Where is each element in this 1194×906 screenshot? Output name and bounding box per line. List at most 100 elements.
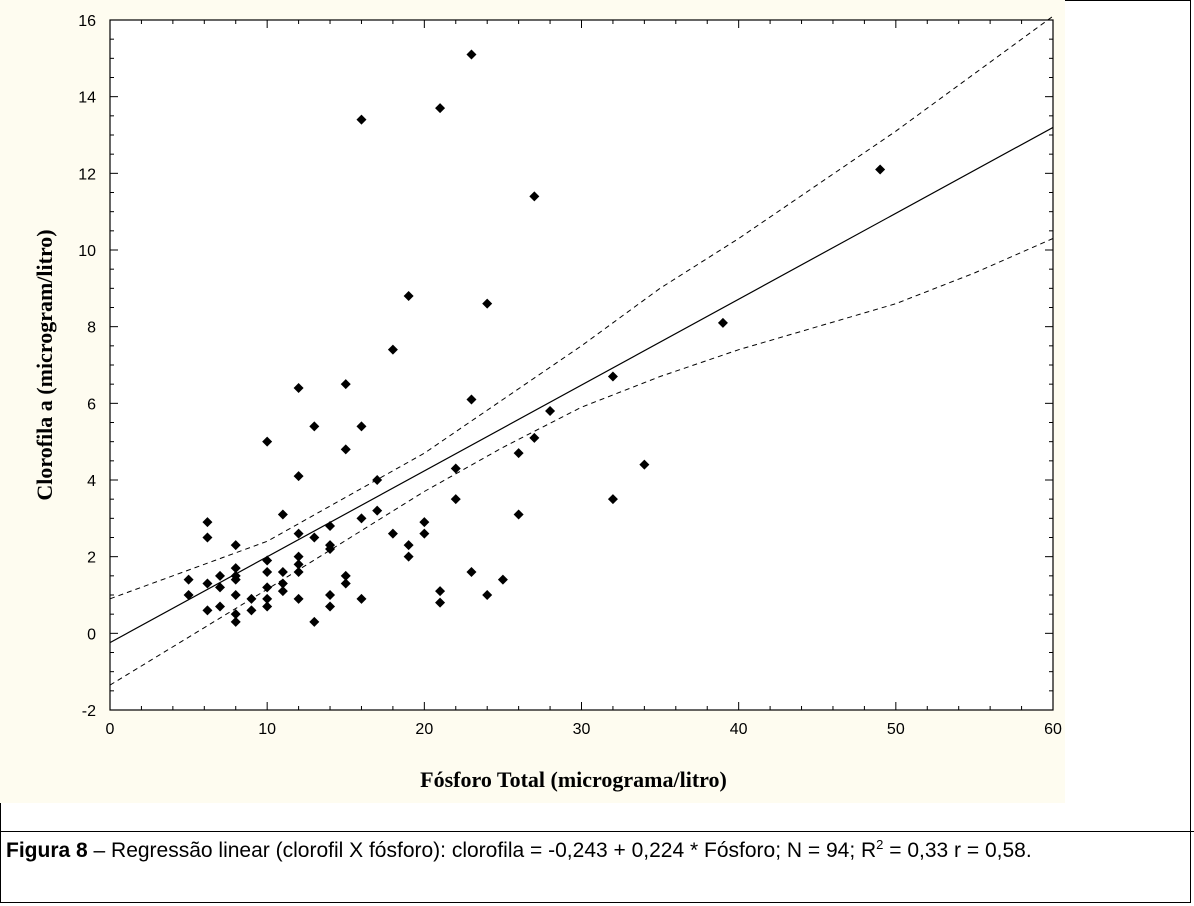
data-point <box>277 567 288 577</box>
data-point <box>325 544 336 554</box>
data-point <box>419 528 430 539</box>
data-point <box>293 528 304 539</box>
data-point <box>215 601 226 612</box>
y-tick-label: 10 <box>78 243 96 260</box>
data-point <box>293 593 304 604</box>
y-tick-label: 4 <box>87 473 96 490</box>
x-tick-label: 40 <box>730 721 748 738</box>
data-point <box>482 298 493 309</box>
data-point <box>325 601 336 612</box>
data-point <box>309 421 320 432</box>
data-point <box>309 616 320 627</box>
data-point <box>435 597 446 608</box>
y-tick-label: 14 <box>78 90 96 107</box>
data-point <box>529 191 540 202</box>
data-point <box>293 567 304 577</box>
x-axis-title: Fósforo Total (micrograma/litro) <box>420 767 727 792</box>
data-point <box>513 448 524 459</box>
y-tick-label: -2 <box>82 703 96 720</box>
data-point <box>277 578 288 589</box>
data-point <box>230 540 241 551</box>
data-point <box>340 578 351 589</box>
caption-superscript: 2 <box>876 837 884 852</box>
y-tick-label: 2 <box>87 550 96 567</box>
data-point <box>262 555 273 566</box>
data-point <box>356 114 367 125</box>
data-point <box>202 517 213 528</box>
data-point <box>277 509 288 520</box>
data-point <box>356 513 367 524</box>
y-tick-label: 8 <box>87 320 96 337</box>
data-point <box>183 590 194 600</box>
data-point <box>262 593 273 604</box>
scatter-plot: 0 10 20 30 40 50 60 -2 0 2 4 6 8 10 12 14 16 Fósforo Tota… <box>32 13 1062 792</box>
x-tick-label: 20 <box>415 721 433 738</box>
data-point <box>717 317 728 328</box>
data-point <box>356 421 367 432</box>
y-tick-label: 12 <box>78 166 96 183</box>
data-point <box>293 383 304 393</box>
x-tick-label: 30 <box>573 721 591 738</box>
data-point <box>450 463 461 474</box>
data-point <box>403 291 414 301</box>
data-point <box>262 436 273 447</box>
caption-label: Figura 8 <box>6 839 88 862</box>
data-point <box>293 471 304 482</box>
data-point <box>545 406 556 416</box>
caption-text-2: = 0,33 r = 0,58. <box>883 839 1032 862</box>
chart-area: 0 10 20 30 40 50 60 -2 0 2 4 6 8 10 12 14 16 Fósforo Tota… <box>0 0 1065 803</box>
data-point <box>340 444 351 455</box>
data-point <box>325 590 336 600</box>
data-point <box>497 574 508 585</box>
data-point <box>466 49 477 60</box>
data-point <box>202 532 213 543</box>
data-point <box>309 532 320 543</box>
x-tick-label: 10 <box>258 721 276 738</box>
data-point <box>183 574 194 585</box>
data-point <box>450 494 461 505</box>
confidence-lower-line <box>109 238 1054 686</box>
data-point <box>262 601 273 612</box>
data-point <box>293 551 304 562</box>
data-point <box>262 567 273 577</box>
data-point <box>607 371 618 382</box>
data-point <box>246 593 257 604</box>
data-point <box>230 616 241 627</box>
data-point <box>875 164 886 175</box>
data-point <box>202 605 213 616</box>
data-point <box>356 593 367 604</box>
x-tick-label: 0 <box>106 721 115 738</box>
y-tick-label: 16 <box>78 13 96 30</box>
data-point <box>607 494 618 505</box>
data-point <box>403 551 414 562</box>
data-point <box>293 559 304 570</box>
data-point <box>435 586 446 597</box>
data-point <box>230 563 241 574</box>
y-tick-label: 6 <box>87 396 96 413</box>
y-axis-title: Clorofila a (microgram/litro) <box>32 229 57 500</box>
data-point <box>419 517 430 528</box>
data-point <box>325 521 336 531</box>
data-point <box>435 103 446 114</box>
data-point <box>277 586 288 597</box>
data-point <box>215 570 226 581</box>
data-point <box>262 582 273 593</box>
data-point <box>340 379 351 390</box>
data-point <box>529 432 540 443</box>
data-point <box>372 505 383 516</box>
data-point <box>230 574 241 585</box>
data-point <box>230 609 241 620</box>
data-point <box>372 475 383 485</box>
y-tick-label: 0 <box>87 626 96 643</box>
figure-caption: Figura 8 – Regressão linear (clorofil X … <box>6 836 1184 866</box>
data-point <box>466 394 477 405</box>
data-point <box>340 570 351 581</box>
caption-text-1: – Regressão linear (clorofil X fósforo):… <box>87 839 877 862</box>
data-point <box>482 590 493 600</box>
data-point <box>387 528 398 539</box>
x-tick-label: 50 <box>887 721 905 738</box>
caption-divider <box>0 831 1194 832</box>
data-point <box>466 567 477 577</box>
data-point <box>230 590 241 600</box>
data-point <box>403 540 414 551</box>
